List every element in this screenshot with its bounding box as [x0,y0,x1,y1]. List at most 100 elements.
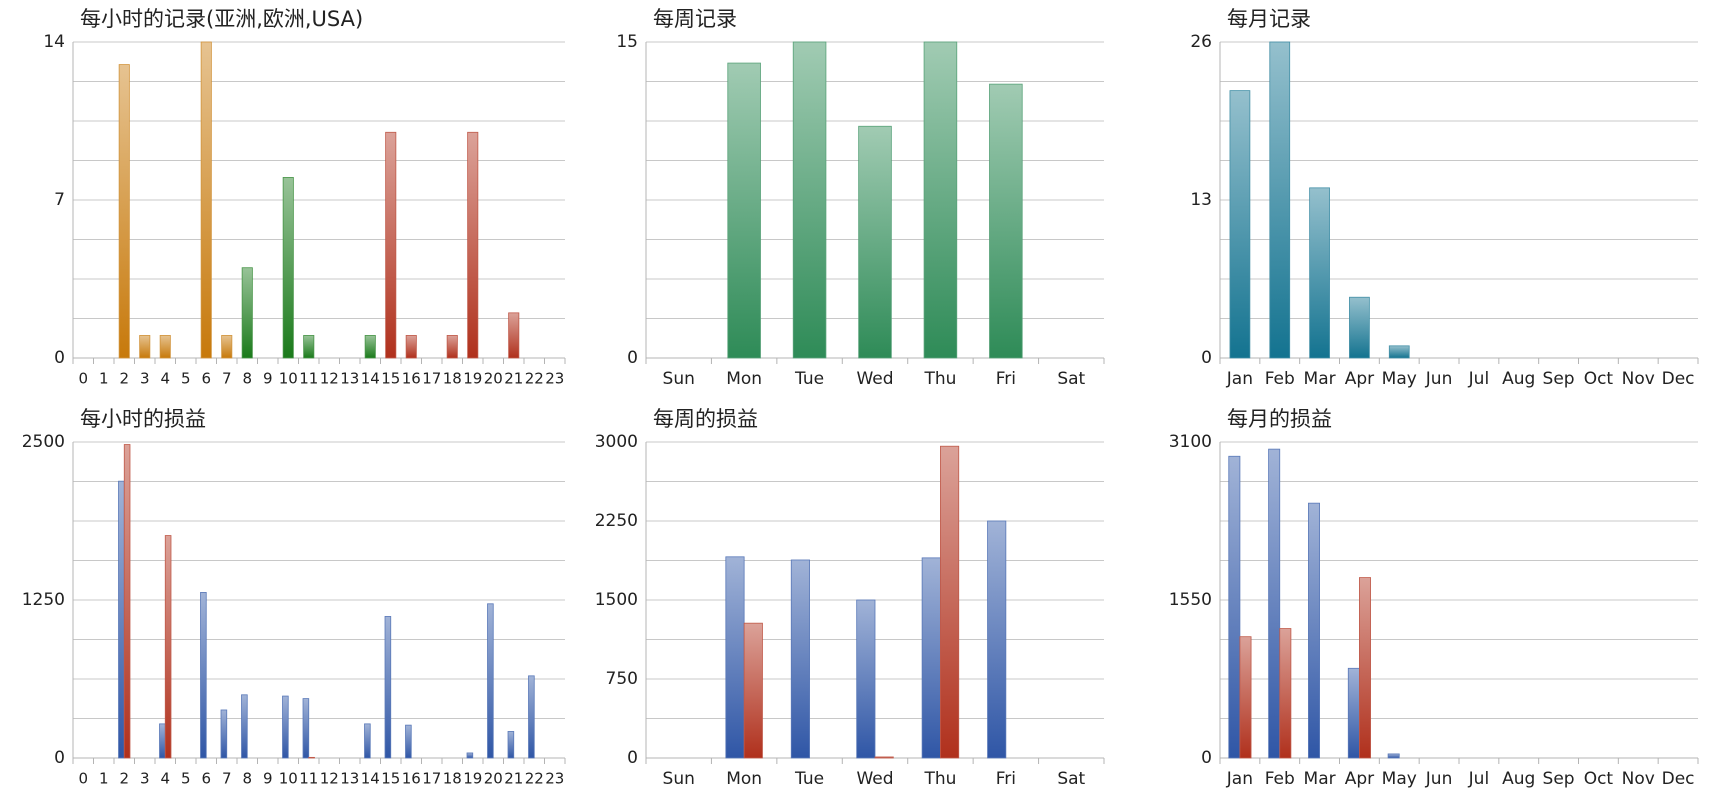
x-tick-label: 18 [443,370,462,388]
x-tick-label: Jul [1468,369,1490,389]
chart-title: 每月记录 [1227,7,1311,31]
x-tick-label: 5 [181,770,191,788]
x-tick-label: 13 [340,770,359,788]
x-tick-label: 2 [119,370,129,388]
x-tick-label: 21 [504,770,523,788]
bar [858,125,892,359]
bar [507,731,515,759]
x-tick-label: 16 [402,370,421,388]
bar [727,62,761,359]
x-tick-label: Thu [923,769,956,789]
bar [856,599,876,759]
x-tick-label: Fri [996,769,1016,789]
x-tick-label: Aug [1502,369,1535,389]
x-tick-label: Sat [1057,769,1085,789]
x-tick-label: 1 [99,370,109,388]
x-tick-label: 19 [463,770,482,788]
x-tick-label: 12 [320,770,339,788]
y-tick-label: 0 [627,748,638,768]
x-tick-label: 12 [320,370,339,388]
y-tick-label: 15 [616,32,638,52]
x-tick-label: Tue [794,769,824,789]
x-tick-label: Dec [1662,369,1695,389]
x-tick-label: 22 [525,370,544,388]
bar [159,335,171,359]
x-tick-label: 9 [263,370,273,388]
x-tick-label: Sep [1543,369,1575,389]
x-tick-label: 20 [484,370,503,388]
x-tick-label: 3 [140,770,150,788]
y-tick-label: 2250 [595,511,638,531]
x-tick-label: Thu [923,369,956,389]
bar [364,335,376,359]
x-tick-label: Nov [1622,369,1655,389]
x-tick-label: 2 [119,770,129,788]
bar [1308,502,1320,759]
x-tick-label: 23 [545,770,564,788]
bar [139,335,151,359]
bar [940,445,960,759]
x-tick-label: 19 [463,370,482,388]
bar [1228,455,1241,759]
x-tick-label: 15 [381,770,400,788]
x-tick-label: 8 [242,370,252,388]
bar [528,675,535,759]
x-tick-label: 21 [504,370,523,388]
x-tick-label: 10 [279,770,298,788]
bar [200,592,207,759]
bar [308,756,315,759]
bar [384,616,392,759]
bar [923,41,958,359]
x-tick-label: 1 [99,770,109,788]
x-tick-label: May [1382,769,1417,789]
y-tick-label: 1550 [1169,590,1212,610]
x-tick-label: 15 [381,370,400,388]
y-tick-label: 0 [1201,748,1212,768]
x-tick-label: 4 [160,370,170,388]
x-tick-label: 16 [402,770,421,788]
bar [487,603,494,759]
bar [467,131,479,359]
x-tick-label: 4 [160,770,170,788]
y-tick-label: 0 [627,348,638,368]
x-tick-label: 5 [181,370,191,388]
bar [466,752,474,759]
bar [1347,667,1360,759]
x-tick-label: Sun [663,369,695,389]
chart-weekly-records: 每周记录 0 15 Sun Mon Tue Wed Thu Fri Sat [616,7,1105,389]
bar [1239,636,1252,759]
bar [921,557,941,759]
bar [200,41,212,359]
x-tick-label: Oct [1584,769,1614,789]
chart-title: 每周记录 [653,7,737,31]
x-tick-label: Jan [1226,369,1253,389]
y-tick-label: 750 [606,669,638,689]
x-tick-label: Feb [1265,369,1295,389]
bar [1309,187,1330,359]
x-tick-label: Jun [1425,369,1453,389]
bar [385,131,397,359]
x-tick-label: 3 [140,370,150,388]
bar [792,41,827,359]
x-tick-label: Jul [1468,769,1490,789]
bar [282,695,289,759]
bar [1359,577,1371,759]
bar [1269,41,1291,359]
x-tick-label: Mar [1304,769,1336,789]
bar [874,756,894,759]
bar [118,64,130,359]
y-tick-label: 13 [1190,190,1212,210]
y-tick-label: 2500 [22,432,65,452]
x-tick-label: Mar [1304,369,1336,389]
x-tick-label: 22 [525,770,544,788]
chart-weekly-profit: 每周的损益 0 750 1500 2250 3000 Sun Mon Tue Wed Thu Fri S… [595,407,1105,789]
x-tick-label: Mon [726,369,762,389]
x-tick-label: Mon [726,769,762,789]
x-tick-label: 11 [299,770,318,788]
bar [123,444,131,759]
y-tick-label: 7 [54,190,65,210]
bar [725,556,745,759]
x-tick-label: 14 [361,370,380,388]
